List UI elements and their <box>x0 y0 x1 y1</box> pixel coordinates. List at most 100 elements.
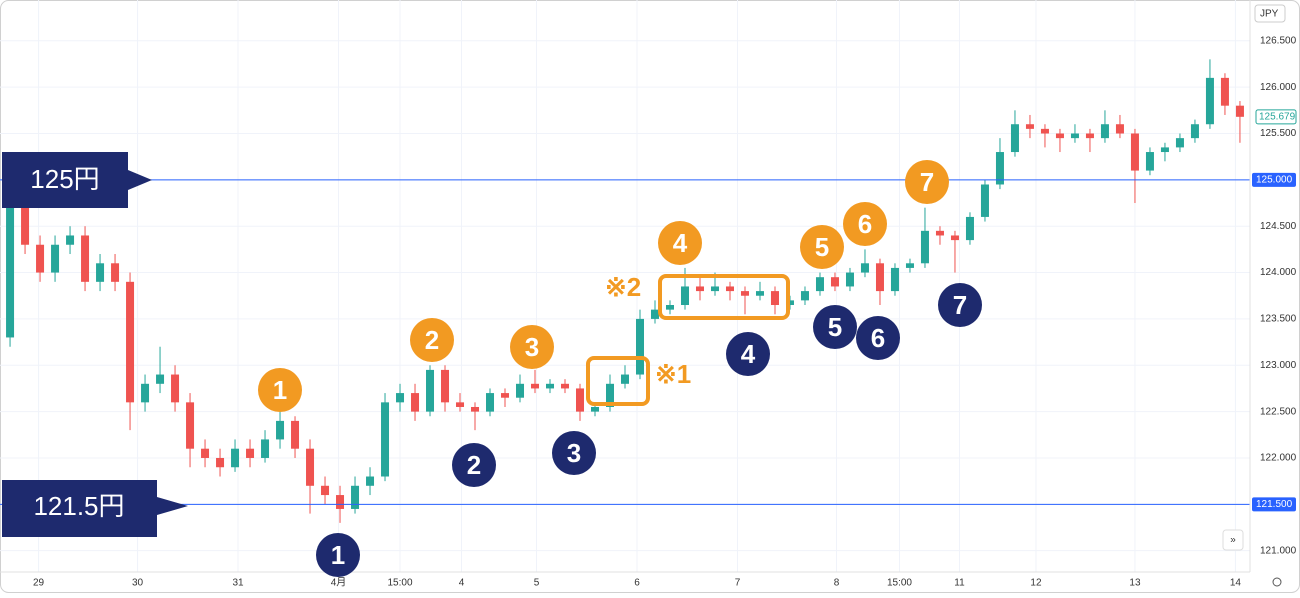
settings-icon[interactable] <box>1272 577 1282 587</box>
marker-number: 3 <box>567 438 581 468</box>
candle-body <box>441 369 450 403</box>
highlight-box <box>658 274 790 320</box>
last-price-tag <box>1255 109 1297 125</box>
x-tick-label: 30 <box>132 578 144 589</box>
marker-number: 4 <box>673 228 688 258</box>
candle-body <box>321 485 330 496</box>
last-price-label: 125.679 <box>1259 112 1296 123</box>
marker-circle <box>658 221 702 265</box>
candle-body <box>21 198 30 245</box>
x-tick-label: 29 <box>33 578 45 589</box>
candle-body <box>650 309 659 319</box>
candle-body <box>576 388 585 412</box>
marker-circle <box>726 332 770 376</box>
candle-body <box>1040 128 1049 134</box>
marker-circle <box>843 202 887 246</box>
callout-box <box>2 152 152 208</box>
scroll-icon[interactable]: » <box>1230 535 1236 546</box>
note: ※2 <box>605 272 641 302</box>
y-tick-label: 122.000 <box>1260 453 1297 464</box>
price-tag-label: 121.500 <box>1256 499 1293 510</box>
candle-body <box>201 448 210 458</box>
candle-body <box>1160 147 1169 153</box>
currency-button[interactable] <box>1254 4 1286 23</box>
marker-circle <box>258 368 302 412</box>
candle-body <box>920 230 929 264</box>
candle-body <box>96 263 105 282</box>
y-tick-label: 123.000 <box>1260 360 1297 371</box>
candle-body <box>186 402 195 449</box>
candle-body <box>1220 77 1229 106</box>
candle-body <box>995 152 1004 185</box>
currency[interactable]: JPY <box>1260 9 1279 20</box>
candle-body <box>1025 124 1034 129</box>
scroll-button[interactable] <box>1222 529 1244 551</box>
candle-body <box>950 235 959 241</box>
candle-body <box>6 198 15 338</box>
x-tick-label: 8 <box>834 578 840 589</box>
marker-number: 2 <box>467 450 481 480</box>
candle-body <box>351 485 360 509</box>
candle-body <box>680 286 689 306</box>
candle-body <box>276 420 285 440</box>
candle-body <box>246 448 255 458</box>
candle-body <box>36 244 45 273</box>
candle-body <box>561 383 570 389</box>
x-tick-label: 15:00 <box>887 578 912 589</box>
candle-body <box>1175 138 1184 148</box>
candle-body <box>546 383 555 389</box>
candle-body <box>815 277 824 292</box>
candle-body <box>1145 152 1154 171</box>
candle-body <box>531 383 540 389</box>
candle-body <box>845 272 854 287</box>
candle-body <box>830 277 839 287</box>
candle-body <box>1100 124 1109 139</box>
candle-body <box>1115 124 1124 134</box>
candle-body <box>516 383 525 398</box>
marker-number: 4 <box>741 339 756 369</box>
marker-circle <box>410 318 454 362</box>
candle-body <box>1070 133 1079 139</box>
candle-body <box>635 318 644 375</box>
candle-body <box>725 286 734 292</box>
candle-body <box>770 291 779 306</box>
price-tag <box>1252 172 1296 187</box>
x-tick-label: 15:00 <box>388 578 413 589</box>
candle-body <box>1130 133 1139 171</box>
x-tick-label: 6 <box>634 578 640 589</box>
candle-body <box>126 281 135 403</box>
candle-body <box>456 402 465 407</box>
candle-body <box>216 457 225 468</box>
candle-body <box>1055 133 1064 139</box>
y-tick-label: 122.500 <box>1260 406 1297 417</box>
x-tick-label: 4 <box>459 578 465 589</box>
candle-body <box>486 393 495 412</box>
price-tag <box>1252 497 1296 512</box>
candle-body <box>261 439 270 458</box>
candle-body <box>396 393 405 403</box>
x-tick-label: 31 <box>232 578 244 589</box>
y-tick-label: 125.500 <box>1260 128 1297 139</box>
candle-body <box>606 383 615 407</box>
marker-number: 7 <box>920 167 934 197</box>
candle-body <box>710 286 719 292</box>
marker-circle <box>510 325 554 369</box>
candle-body <box>381 402 390 477</box>
price-tag-label: 125.000 <box>1256 174 1293 185</box>
marker-circle <box>316 533 360 577</box>
candle-body <box>621 374 629 384</box>
note: ※1 <box>655 359 691 389</box>
candle-body <box>1190 124 1199 139</box>
y-tick-label: 123.500 <box>1260 314 1297 325</box>
marker-number: 5 <box>828 312 842 342</box>
candle-body <box>1085 133 1094 139</box>
candle-body <box>231 448 240 468</box>
candle-body <box>291 420 300 449</box>
candle-body <box>141 383 150 403</box>
candle-body <box>965 216 974 241</box>
candle-body <box>411 393 420 412</box>
marker-circle <box>938 283 982 327</box>
candle-body <box>980 184 989 217</box>
